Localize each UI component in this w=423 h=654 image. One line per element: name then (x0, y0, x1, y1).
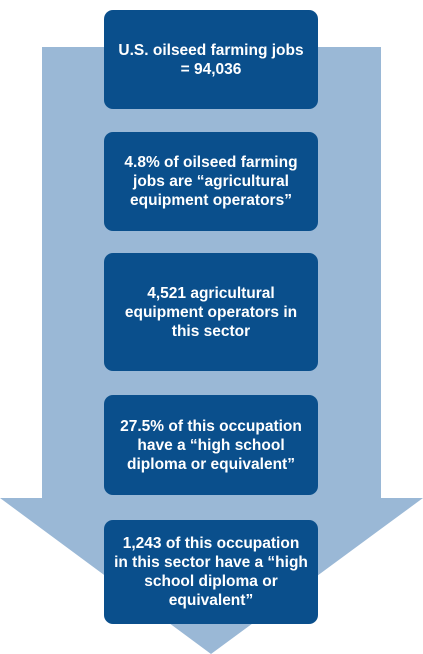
step-box-operator-share: 4.8% of oilseed farming jobs are “agricu… (104, 132, 318, 231)
step-text-operator-count: 4,521 agricultural equipment operators i… (124, 284, 298, 340)
step-text-education-share: 27.5% of this occupation have a “high sc… (120, 417, 302, 473)
step-box-operator-count: 4,521 agricultural equipment operators i… (104, 253, 318, 371)
step-box-jobs-total: U.S. oilseed farming jobs = 94,036 (104, 10, 318, 109)
step-box-education-count: 1,243 of this occupation in this sector … (104, 520, 318, 624)
step-text-operator-share: 4.8% of oilseed farming jobs are “agricu… (124, 154, 298, 209)
step-text-education-count: 1,243 of this occupation in this sector … (114, 535, 308, 609)
step-box-education-share: 27.5% of this occupation have a “high sc… (104, 395, 318, 495)
step-text-jobs-total: U.S. oilseed farming jobs = 94,036 (118, 41, 304, 78)
